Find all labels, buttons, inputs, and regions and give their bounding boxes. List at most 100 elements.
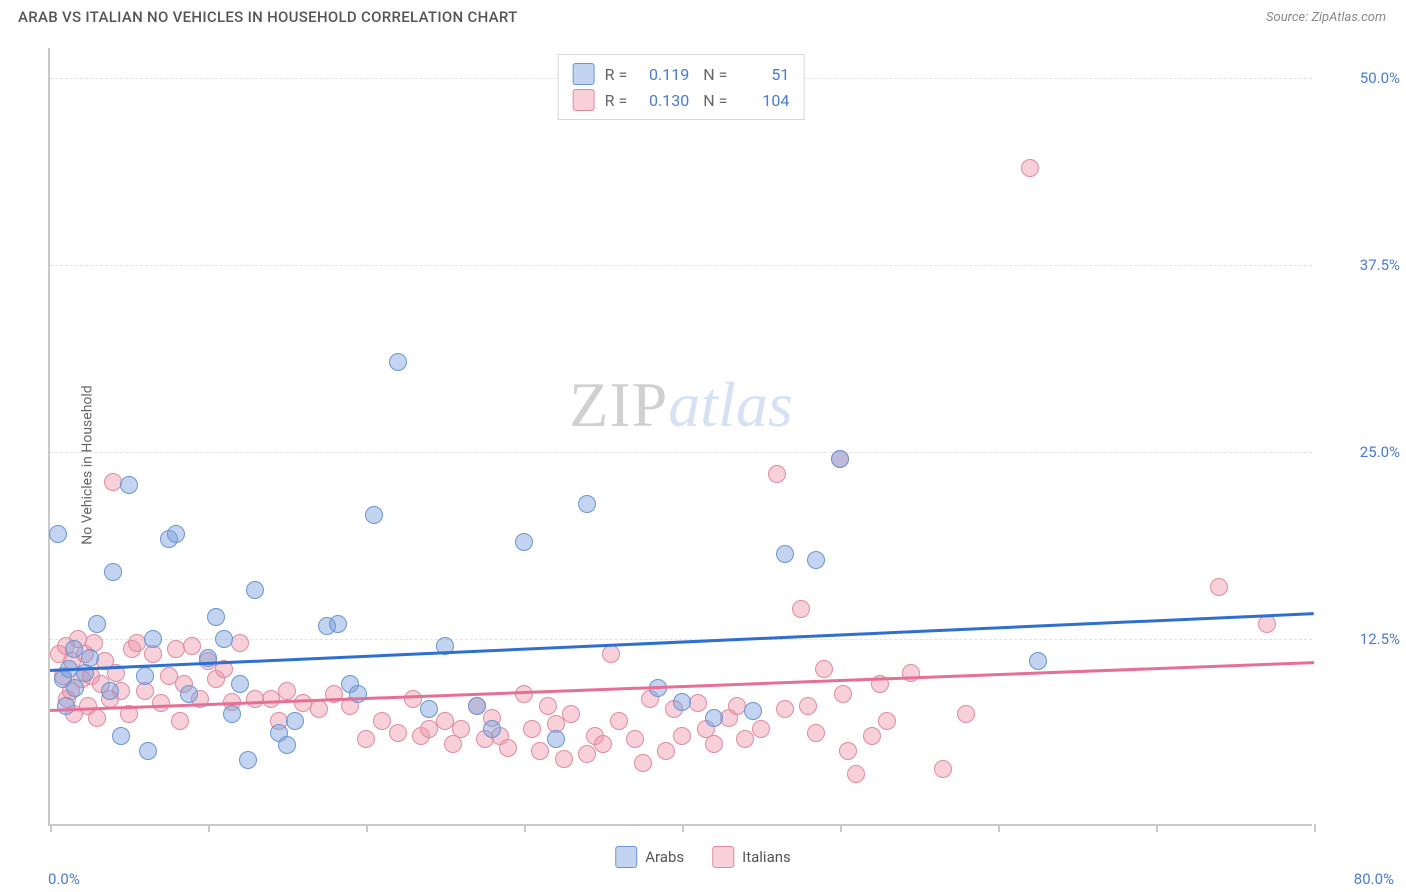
- x-min-label: 0.0%: [48, 870, 80, 888]
- point-arabs: [349, 685, 367, 703]
- point-arabs: [705, 709, 723, 727]
- swatch-arabs: [573, 63, 595, 85]
- x-tick: [366, 824, 368, 832]
- swatch-italians: [573, 89, 595, 111]
- point-italians: [799, 697, 817, 715]
- point-italians: [673, 727, 691, 745]
- watermark: ZIPatlas: [569, 368, 792, 442]
- point-italians: [878, 712, 896, 730]
- x-tick: [208, 824, 210, 832]
- point-arabs: [57, 697, 75, 715]
- point-italians: [839, 742, 857, 760]
- x-tick: [840, 824, 842, 832]
- point-italians: [792, 600, 810, 618]
- plot-area: ZIPatlas R = 0.119 N = 51 R = 0.130 N = …: [48, 48, 1312, 826]
- point-arabs: [81, 649, 99, 667]
- point-italians: [310, 700, 328, 718]
- legend-item-italians: Italians: [712, 846, 791, 868]
- point-italians: [957, 705, 975, 723]
- point-italians: [88, 709, 106, 727]
- point-italians: [373, 712, 391, 730]
- point-arabs: [807, 551, 825, 569]
- point-italians: [934, 760, 952, 778]
- grid-line: [50, 265, 1312, 266]
- point-arabs: [673, 693, 691, 711]
- point-arabs: [144, 630, 162, 648]
- point-arabs: [104, 563, 122, 581]
- legend-row-italians: R = 0.130 N = 104: [573, 87, 790, 113]
- point-italians: [657, 742, 675, 760]
- y-tick-label: 12.5%: [1360, 630, 1400, 648]
- point-italians: [231, 634, 249, 652]
- x-tick: [682, 824, 684, 832]
- point-italians: [499, 739, 517, 757]
- point-arabs: [215, 630, 233, 648]
- point-italians: [815, 660, 833, 678]
- source-link[interactable]: ZipAtlas.com: [1311, 10, 1386, 25]
- point-italians: [531, 742, 549, 760]
- point-italians: [610, 712, 628, 730]
- x-tick: [50, 824, 52, 832]
- correlation-legend: R = 0.119 N = 51 R = 0.130 N = 104: [558, 54, 805, 120]
- point-arabs: [389, 353, 407, 371]
- point-italians: [578, 745, 596, 763]
- point-arabs: [112, 727, 130, 745]
- chart-container: No Vehicles in Household ZIPatlas R = 0.…: [0, 38, 1406, 892]
- point-italians: [562, 705, 580, 723]
- point-arabs: [831, 450, 849, 468]
- point-arabs: [468, 697, 486, 715]
- point-italians: [404, 690, 422, 708]
- point-italians: [752, 720, 770, 738]
- point-arabs: [776, 545, 794, 563]
- swatch-italians-icon: [712, 846, 734, 868]
- point-arabs: [207, 608, 225, 626]
- point-italians: [555, 750, 573, 768]
- point-arabs: [744, 702, 762, 720]
- x-tick: [1156, 824, 1158, 832]
- point-arabs: [483, 720, 501, 738]
- point-arabs: [231, 675, 249, 693]
- point-italians: [357, 730, 375, 748]
- point-arabs: [420, 700, 438, 718]
- y-tick-label: 37.5%: [1360, 256, 1400, 274]
- chart-header: ARAB VS ITALIAN NO VEHICLES IN HOUSEHOLD…: [0, 0, 1406, 30]
- point-arabs: [136, 667, 154, 685]
- point-arabs: [167, 525, 185, 543]
- point-arabs: [515, 533, 533, 551]
- x-tick: [1314, 824, 1316, 832]
- x-tick: [524, 824, 526, 832]
- point-italians: [539, 697, 557, 715]
- point-italians: [705, 735, 723, 753]
- point-arabs: [246, 581, 264, 599]
- point-arabs: [365, 506, 383, 524]
- point-arabs: [180, 685, 198, 703]
- point-italians: [389, 724, 407, 742]
- legend-item-arabs: Arabs: [615, 846, 684, 868]
- point-italians: [834, 685, 852, 703]
- point-arabs: [139, 742, 157, 760]
- point-arabs: [329, 615, 347, 633]
- point-italians: [902, 664, 920, 682]
- point-italians: [847, 765, 865, 783]
- y-tick-label: 50.0%: [1360, 69, 1400, 87]
- point-italians: [768, 465, 786, 483]
- grid-line: [50, 452, 1312, 453]
- point-italians: [594, 735, 612, 753]
- series-legend: Arabs Italians: [615, 846, 791, 868]
- point-italians: [863, 727, 881, 745]
- point-italians: [278, 682, 296, 700]
- point-italians: [515, 685, 533, 703]
- point-arabs: [120, 476, 138, 494]
- point-arabs: [239, 751, 257, 769]
- point-italians: [452, 720, 470, 738]
- point-arabs: [101, 682, 119, 700]
- point-italians: [634, 754, 652, 772]
- point-arabs: [1029, 652, 1047, 670]
- y-tick-label: 25.0%: [1360, 443, 1400, 461]
- point-italians: [1021, 159, 1039, 177]
- point-arabs: [547, 730, 565, 748]
- swatch-arabs-icon: [615, 846, 637, 868]
- point-arabs: [223, 705, 241, 723]
- chart-title: ARAB VS ITALIAN NO VEHICLES IN HOUSEHOLD…: [18, 8, 518, 26]
- point-italians: [807, 724, 825, 742]
